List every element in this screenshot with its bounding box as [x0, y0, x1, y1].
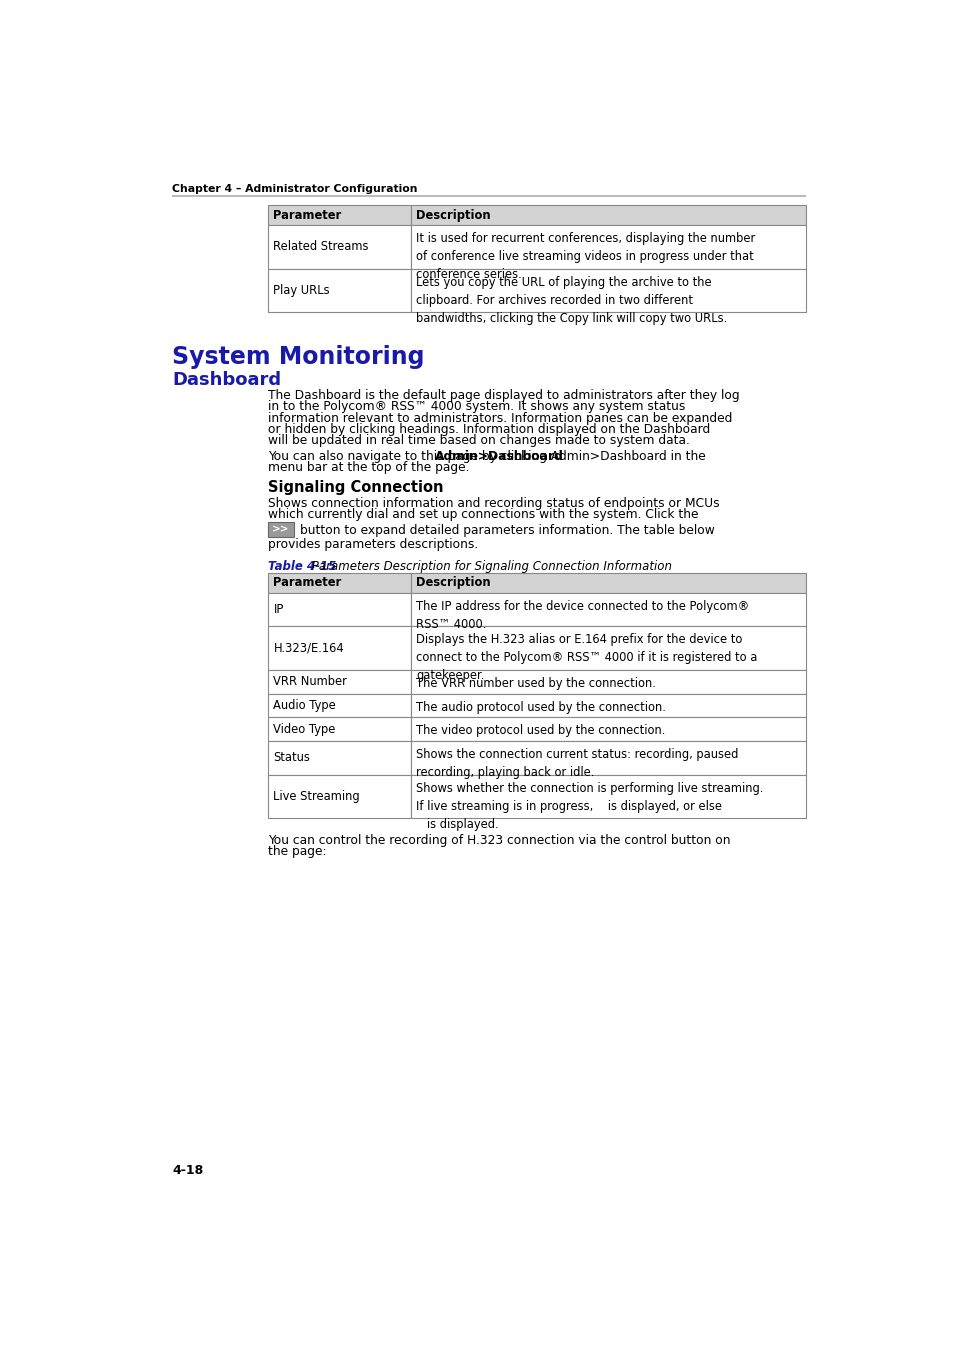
Text: menu bar at the top of the page.: menu bar at the top of the page. — [268, 460, 469, 474]
Text: IP: IP — [274, 603, 284, 616]
Bar — [268, 572, 410, 593]
Text: The video protocol used by the connection.: The video protocol used by the connectio… — [416, 725, 664, 737]
Text: Description: Description — [416, 209, 490, 221]
Text: Play URLs: Play URLs — [274, 284, 330, 297]
Text: provides parameters descriptions.: provides parameters descriptions. — [268, 539, 477, 551]
Text: 4-18: 4-18 — [172, 1164, 203, 1177]
Bar — [268, 694, 410, 717]
Bar — [410, 670, 805, 694]
Text: Description: Description — [416, 576, 490, 589]
Text: Table 4-15: Table 4-15 — [268, 560, 336, 574]
Text: Admin>Dashboard: Admin>Dashboard — [435, 450, 563, 463]
Bar — [410, 225, 805, 269]
Text: in to the Polycom® RSS™ 4000 system. It shows any system status: in to the Polycom® RSS™ 4000 system. It … — [268, 401, 684, 413]
Bar — [268, 670, 410, 694]
Text: VRR Number: VRR Number — [274, 675, 347, 688]
Text: Related Streams: Related Streams — [274, 240, 369, 254]
Text: >>: >> — [272, 524, 290, 535]
Text: Video Type: Video Type — [274, 722, 335, 736]
Bar — [268, 225, 410, 269]
Text: Shows whether the connection is performing live streaming.
If live streaming is : Shows whether the connection is performi… — [416, 782, 762, 830]
Text: You can also navigate to this page by clicking Admin>Dashboard in the: You can also navigate to this page by cl… — [268, 450, 705, 463]
Text: The IP address for the device connected to the Polycom®
RSS™ 4000.: The IP address for the device connected … — [416, 599, 748, 630]
Bar — [410, 626, 805, 670]
Text: button to expand detailed parameters information. The table below: button to expand detailed parameters inf… — [299, 524, 714, 537]
Text: You can control the recording of H.323 connection via the control button on: You can control the recording of H.323 c… — [268, 834, 730, 846]
Bar — [410, 741, 805, 775]
Bar — [268, 522, 294, 537]
Text: Shows connection information and recording status of endpoints or MCUs: Shows connection information and recordi… — [268, 497, 719, 510]
Bar — [268, 205, 410, 225]
Bar — [268, 775, 410, 818]
Text: H.323/E.164: H.323/E.164 — [274, 641, 344, 655]
Text: The Dashboard is the default page displayed to administrators after they log: The Dashboard is the default page displa… — [268, 389, 739, 402]
Bar — [268, 741, 410, 775]
Text: Displays the H.323 alias or E.164 prefix for the device to
connect to the Polyco: Displays the H.323 alias or E.164 prefix… — [416, 633, 757, 682]
Text: Chapter 4 – Administrator Configuration: Chapter 4 – Administrator Configuration — [172, 184, 417, 193]
Text: System Monitoring: System Monitoring — [172, 344, 424, 369]
Text: Lets you copy the URL of playing the archive to the
clipboard. For archives reco: Lets you copy the URL of playing the arc… — [416, 275, 726, 324]
Bar — [410, 269, 805, 312]
Bar — [172, 196, 805, 197]
Bar — [268, 717, 410, 741]
Bar — [410, 694, 805, 717]
Text: Parameters Description for Signaling Connection Information: Parameters Description for Signaling Con… — [308, 560, 672, 574]
Text: The audio protocol used by the connection.: The audio protocol used by the connectio… — [416, 701, 665, 714]
Text: Parameter: Parameter — [274, 576, 341, 589]
Text: or hidden by clicking headings. Information displayed on the Dashboard: or hidden by clicking headings. Informat… — [268, 423, 710, 436]
Text: Live Streaming: Live Streaming — [274, 790, 359, 803]
Text: Parameter: Parameter — [274, 209, 341, 221]
Text: will be updated in real time based on changes made to system data.: will be updated in real time based on ch… — [268, 433, 689, 447]
Text: The VRR number used by the connection.: The VRR number used by the connection. — [416, 676, 656, 690]
Bar — [410, 775, 805, 818]
Text: Signaling Connection: Signaling Connection — [268, 479, 443, 494]
Bar — [410, 593, 805, 626]
Text: Shows the connection current status: recording, paused
recording, playing back o: Shows the connection current status: rec… — [416, 748, 738, 779]
Bar — [410, 717, 805, 741]
Text: Dashboard: Dashboard — [172, 371, 281, 389]
Text: information relevant to administrators. Information panes can be expanded: information relevant to administrators. … — [268, 412, 732, 425]
Text: the page:: the page: — [268, 845, 326, 859]
Bar — [410, 572, 805, 593]
Text: Audio Type: Audio Type — [274, 699, 335, 711]
Text: It is used for recurrent conferences, displaying the number
of conference live s: It is used for recurrent conferences, di… — [416, 232, 755, 281]
Bar — [410, 205, 805, 225]
Bar — [268, 269, 410, 312]
Text: which currently dial and set up connections with the system. Click the: which currently dial and set up connecti… — [268, 508, 698, 521]
Text: Status: Status — [274, 752, 310, 764]
Bar — [268, 593, 410, 626]
Bar — [268, 626, 410, 670]
